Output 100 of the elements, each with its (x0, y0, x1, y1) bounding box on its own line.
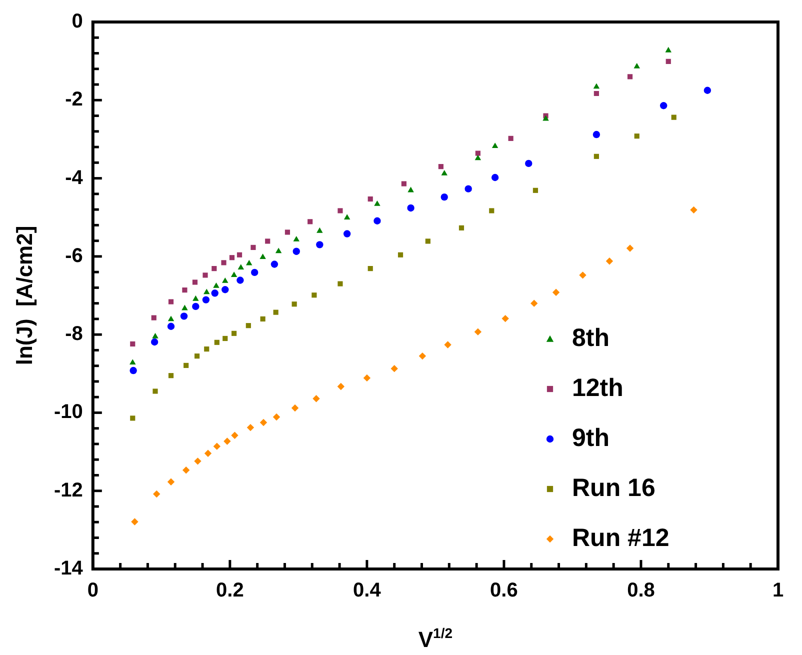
point (665, 46, 672, 52)
point (594, 90, 599, 96)
x-tick-label: 0.6 (490, 580, 518, 602)
point (260, 254, 266, 260)
point (250, 268, 258, 276)
point (458, 225, 464, 230)
point (368, 196, 373, 202)
point (152, 388, 158, 394)
point (168, 299, 174, 304)
point (130, 366, 137, 374)
point (204, 346, 210, 352)
point (542, 115, 549, 121)
point (230, 272, 238, 277)
point (592, 130, 600, 138)
point (204, 450, 212, 457)
y-axis-title: ln(J) [A/cm2] (12, 226, 37, 366)
point (530, 300, 538, 307)
point (627, 74, 633, 80)
point (246, 424, 254, 432)
point (214, 340, 220, 345)
point (231, 432, 238, 439)
point (192, 295, 199, 301)
point (167, 478, 175, 486)
point (338, 281, 343, 286)
point (368, 266, 373, 272)
point (316, 227, 323, 233)
point (150, 338, 158, 346)
point (475, 150, 480, 156)
point (130, 359, 136, 365)
point (292, 302, 297, 307)
point (236, 276, 244, 284)
point (260, 418, 268, 426)
point (704, 86, 712, 94)
point (626, 244, 634, 252)
point (238, 264, 244, 270)
point (594, 154, 599, 159)
point (184, 362, 189, 368)
point (308, 219, 313, 224)
point (211, 290, 218, 297)
point (363, 374, 371, 382)
y-tick-label: -6 (65, 244, 83, 267)
point (168, 373, 174, 378)
point (246, 323, 251, 328)
point (194, 458, 202, 465)
point (491, 174, 499, 182)
point (418, 352, 426, 360)
point (202, 296, 210, 304)
point (153, 490, 160, 498)
point (202, 272, 208, 278)
point (212, 266, 217, 272)
point (130, 341, 136, 346)
point (606, 258, 614, 265)
point (440, 193, 448, 201)
y-tick-label: -4 (65, 166, 84, 189)
point (312, 395, 320, 402)
legend-label: 9th (572, 424, 610, 452)
point (343, 230, 351, 238)
point (260, 316, 266, 322)
point (192, 302, 200, 310)
point (291, 404, 299, 412)
point (222, 336, 228, 342)
point (250, 244, 256, 250)
point (182, 466, 190, 474)
point (401, 181, 406, 186)
point (194, 354, 200, 359)
y-tick-label: -14 (54, 558, 84, 580)
point (275, 248, 282, 254)
point (671, 114, 676, 120)
point (489, 208, 494, 214)
point (222, 286, 229, 294)
x-tick-label: 0 (87, 580, 98, 602)
point (292, 248, 300, 255)
point (213, 442, 221, 450)
point (273, 310, 278, 315)
point (229, 255, 235, 260)
x-tick-label: 0.2 (216, 580, 244, 602)
point (579, 272, 586, 279)
point (552, 288, 560, 296)
y-tick-label: -12 (54, 479, 83, 502)
point (508, 136, 514, 141)
point (464, 185, 472, 192)
point (492, 142, 498, 148)
point (246, 260, 252, 266)
x-tick-label: 1 (772, 580, 784, 602)
point (532, 188, 538, 193)
point (444, 341, 452, 348)
y-tick-label: 0 (72, 10, 83, 33)
point (167, 322, 175, 330)
point (204, 288, 210, 294)
point (151, 315, 156, 320)
point (438, 164, 444, 170)
point (168, 316, 174, 322)
point (666, 58, 671, 64)
point (192, 280, 198, 285)
point (293, 236, 300, 242)
point (182, 287, 188, 293)
point (690, 206, 698, 214)
point (272, 413, 280, 421)
x-tick-label: 0.4 (353, 580, 382, 602)
point (425, 238, 430, 244)
